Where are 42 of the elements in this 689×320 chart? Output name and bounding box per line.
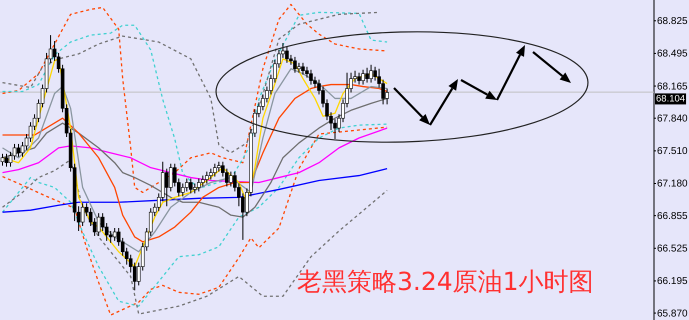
- candlestick: [209, 168, 213, 180]
- candlestick: [180, 182, 185, 197]
- candlestick: [381, 79, 385, 105]
- candlestick: [0, 153, 4, 166]
- candlestick: [192, 182, 197, 194]
- candlestick: [188, 178, 193, 194]
- y-tick-label: 68.825: [657, 16, 688, 27]
- candlestick: [80, 202, 84, 227]
- candlestick: [213, 163, 217, 178]
- candlestick: [297, 62, 301, 74]
- y-tick-label: 67.510: [657, 146, 688, 158]
- y-tick-label: 68.165: [657, 81, 688, 92]
- candlestick: [164, 168, 169, 207]
- y-tick-label: 66.855: [657, 210, 688, 222]
- line-series: [2, 12, 380, 154]
- candlestick: [205, 171, 209, 184]
- y-tick-label: 67.840: [657, 113, 688, 124]
- candlestick: [197, 178, 201, 192]
- y-tick-label: 65.870: [657, 308, 688, 320]
- candlestick: [229, 171, 233, 187]
- candlestick: [132, 262, 137, 291]
- line-series: [2, 168, 388, 213]
- candlestick: [301, 62, 305, 76]
- candlestick: [357, 72, 361, 86]
- candlestick: [293, 56, 297, 74]
- y-tick-label: 67.180: [657, 178, 688, 190]
- y-tick-label: 66.525: [657, 243, 688, 254]
- ref-line-label: 68.104: [656, 93, 686, 104]
- y-tick-label: 66.195: [657, 276, 688, 288]
- candlestick: [369, 64, 373, 84]
- candlestick: [108, 230, 112, 244]
- candlestick: [365, 67, 369, 84]
- candlestick: [4, 153, 8, 168]
- candlestick: [217, 161, 221, 172]
- candlestick: [16, 143, 20, 158]
- candlestick: [285, 46, 289, 64]
- candlestick: [361, 69, 365, 86]
- y-tick-label: 68.495: [657, 48, 688, 60]
- candlestick: [112, 228, 116, 242]
- candlestick: [309, 69, 313, 86]
- candlestick: [96, 212, 100, 236]
- text: 老黑策略3.24原油1小时图: [297, 267, 594, 296]
